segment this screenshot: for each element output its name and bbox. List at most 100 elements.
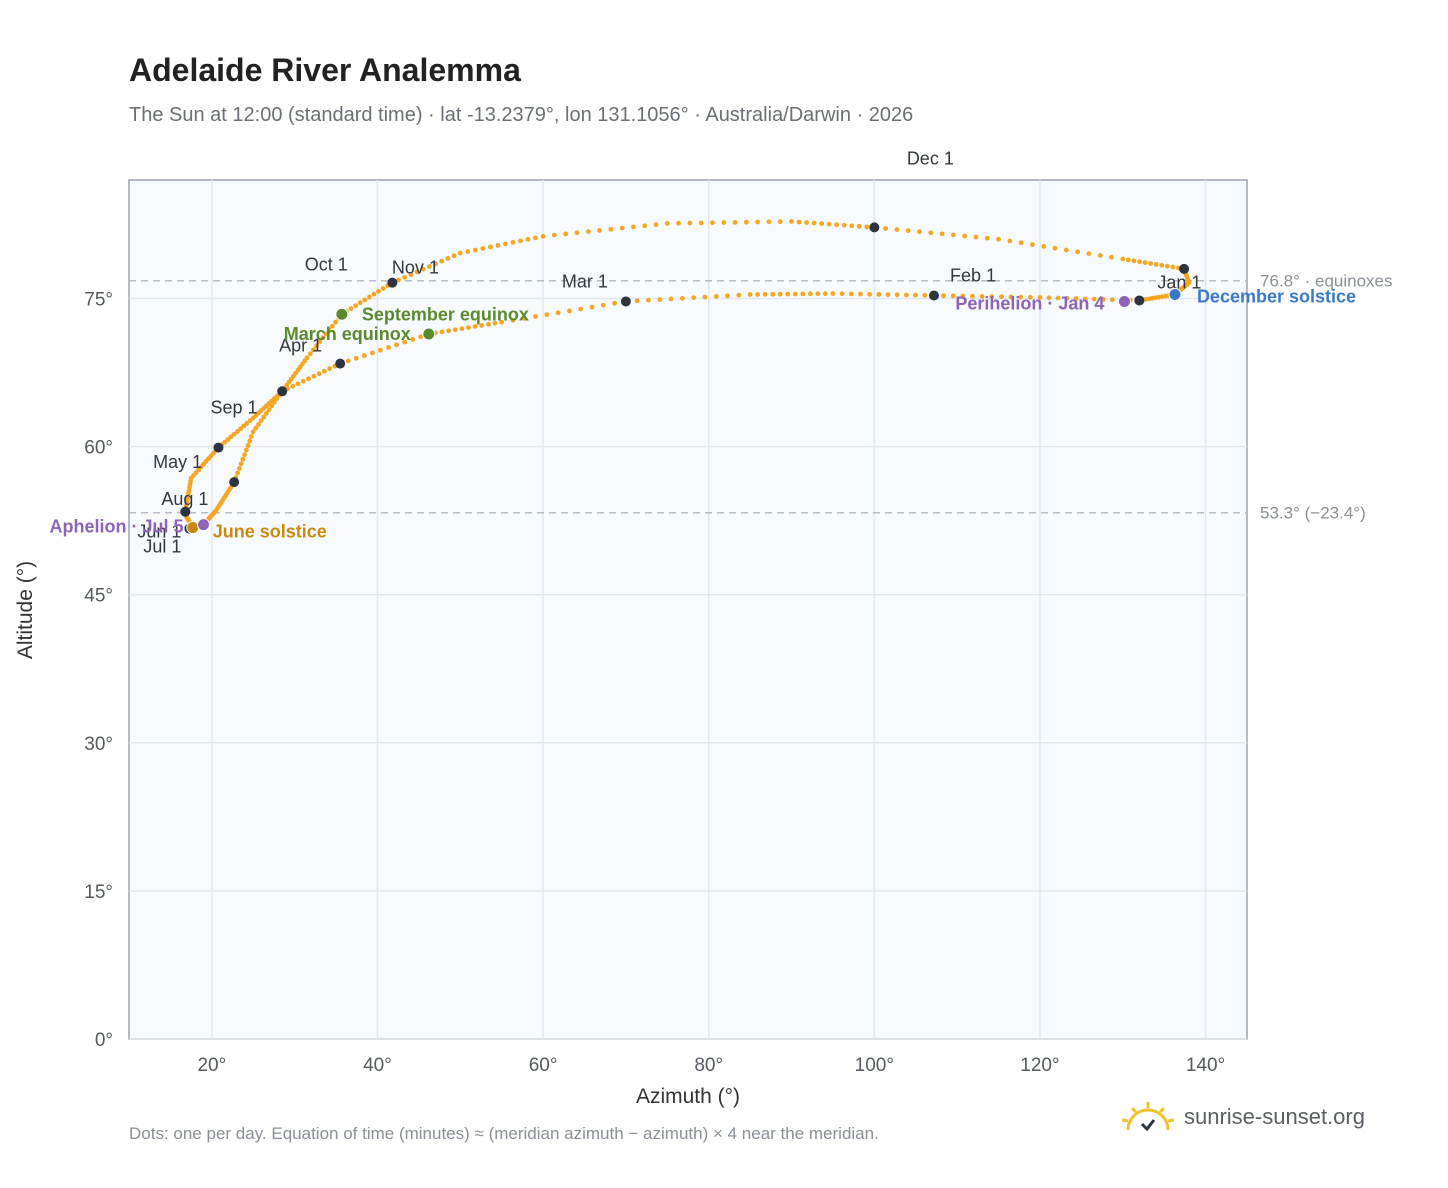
curve-dot <box>310 347 316 353</box>
month-label: Nov 1 <box>392 258 439 278</box>
event-label: Aphelion · Jul 5 <box>50 517 184 537</box>
curve-dot <box>1052 245 1058 251</box>
brand[interactable]: sunrise-sunset.org <box>1120 1100 1365 1134</box>
month-label: Aug 1 <box>161 489 208 509</box>
curve-dot <box>1007 238 1013 244</box>
curve-dot <box>1170 264 1176 270</box>
curve-dot <box>747 292 753 297</box>
month-marker <box>335 358 346 369</box>
curve-dot <box>826 221 832 227</box>
footnote: Dots: one per day. Equation of time (min… <box>129 1124 879 1143</box>
curve-dot <box>486 321 491 327</box>
curve-dot <box>679 295 685 301</box>
curve-dot <box>913 292 918 298</box>
x-axis-ticks: 20° 40° 60° 80° 100° 120° 140° <box>197 1055 1225 1076</box>
event-label: March equinox <box>284 324 411 344</box>
chart-subtitle: The Sun at 12:00 (standard time) · lat -… <box>129 104 914 126</box>
curve-dot <box>807 291 813 297</box>
curve-dot <box>904 292 909 298</box>
curve-dot <box>984 235 990 241</box>
curve-dot <box>1030 242 1035 248</box>
curve-dot <box>487 244 493 250</box>
event-label: December solstice <box>1197 287 1356 307</box>
curve-dot <box>446 328 452 334</box>
curve-dot <box>796 219 802 225</box>
curve-dot <box>848 291 854 297</box>
curve-dot <box>238 461 244 467</box>
curve-dot <box>228 434 234 440</box>
curve-dot <box>657 297 663 302</box>
curve-dot <box>1142 260 1148 265</box>
event-marker <box>1117 294 1131 308</box>
curve-dot <box>300 378 306 384</box>
curve-dot <box>353 303 359 309</box>
curve-dot <box>922 292 928 298</box>
curve-dot <box>755 219 761 225</box>
sun-logo-icon <box>1121 1102 1175 1132</box>
curve-dot <box>574 230 580 236</box>
curve-dot <box>792 291 798 297</box>
curve-dot <box>676 220 681 226</box>
curve-dot <box>256 422 261 427</box>
curve-dot <box>766 219 772 225</box>
curve-dot <box>225 437 231 442</box>
curve-dot <box>800 291 806 297</box>
curve-dot <box>634 298 640 304</box>
curve-dot <box>1064 295 1070 301</box>
curve-dot <box>876 292 882 297</box>
curve-dot <box>883 226 889 231</box>
curve-dot <box>245 443 251 448</box>
curve-dot <box>646 297 651 303</box>
curve-dot <box>1073 296 1079 301</box>
curve-dot <box>433 261 438 267</box>
brand-name: sunrise-sunset.org <box>1184 1104 1365 1129</box>
curve-dot <box>495 243 501 248</box>
month-marker <box>1179 263 1190 274</box>
month-label: Apr 1 <box>279 336 322 356</box>
curve-dot <box>578 306 584 312</box>
curve-dot <box>785 291 791 297</box>
x-tick-label: 40° <box>363 1055 392 1076</box>
curve-dot <box>1037 295 1043 300</box>
curve-dot <box>1055 295 1061 301</box>
curve-dot <box>261 414 267 420</box>
curve-dot <box>452 327 458 333</box>
month-label: Dec 1 <box>907 148 954 168</box>
curve-dot <box>631 224 636 230</box>
curve-dot <box>867 291 873 297</box>
curve-dot <box>928 230 934 236</box>
curve-dot <box>378 347 383 353</box>
curve-dot <box>235 470 241 476</box>
curve-dot <box>1086 251 1092 257</box>
curve-dot <box>361 353 367 358</box>
curve-dot <box>525 236 531 242</box>
curve-dot <box>1091 296 1097 302</box>
curve-dot <box>941 293 946 299</box>
curve-dot <box>1148 261 1154 266</box>
reference-line-label: 76.8° · equinoxes <box>1260 272 1393 291</box>
curve-dot <box>732 219 738 225</box>
month-label: Feb 1 <box>950 266 996 286</box>
month-marker <box>229 477 240 488</box>
month-label: Jun 1 <box>137 522 181 542</box>
curve-dot <box>804 220 809 225</box>
curve-dot <box>396 277 401 283</box>
curve-dot <box>521 316 527 321</box>
curve-dot <box>258 418 264 424</box>
curve-dot <box>950 232 956 238</box>
curve-dot <box>841 222 847 228</box>
curve-dot <box>459 326 465 332</box>
curve-dot <box>439 258 445 264</box>
curve-dot <box>345 358 351 364</box>
curve-dot <box>1097 252 1103 258</box>
curve-dot <box>858 291 863 297</box>
curve-dot <box>394 342 399 348</box>
curve-dot <box>1075 249 1081 255</box>
curve-dot <box>585 229 591 235</box>
curve-dot <box>333 319 338 325</box>
curve-dot <box>999 294 1004 300</box>
curve-dot <box>323 331 329 337</box>
curve-dot <box>736 292 742 298</box>
curve-dot <box>698 220 704 226</box>
